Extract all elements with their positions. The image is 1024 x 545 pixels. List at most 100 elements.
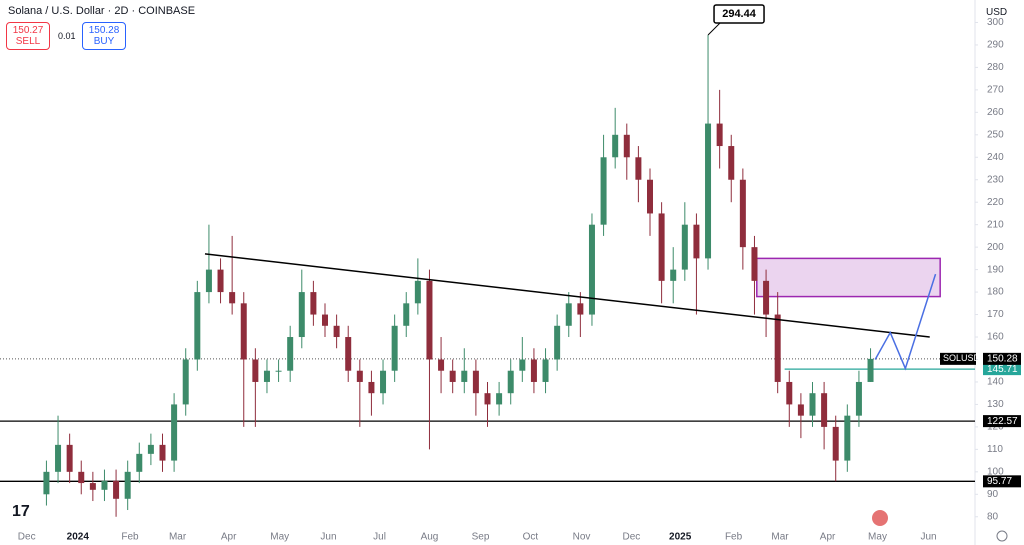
candle-body xyxy=(797,404,804,416)
candle-body xyxy=(333,325,340,338)
y-tick-label: 280 xyxy=(987,62,1004,73)
candle-body xyxy=(774,314,781,382)
candle-body xyxy=(368,381,375,394)
candle-body xyxy=(681,224,688,270)
x-tick-label: May xyxy=(868,532,887,543)
x-tick-label: Dec xyxy=(18,532,36,543)
x-tick-label: Mar xyxy=(169,532,187,543)
candle-body xyxy=(751,247,758,281)
symbol-label-bg xyxy=(940,352,976,365)
candle-body xyxy=(484,393,491,405)
candle-body xyxy=(438,359,445,371)
x-tick-label: Sep xyxy=(472,532,490,543)
candle-body xyxy=(716,123,723,147)
candle-body xyxy=(600,157,607,225)
x-tick-label: Feb xyxy=(121,532,139,543)
y-tick-label: 250 xyxy=(987,129,1004,140)
y-tick-label: 90 xyxy=(987,489,999,500)
candle-body xyxy=(182,359,189,405)
callout-box xyxy=(713,4,765,24)
y-tick-label: 180 xyxy=(987,287,1004,298)
candle-body xyxy=(728,146,735,180)
y-tick-label: 240 xyxy=(987,152,1004,163)
candle-body xyxy=(147,444,154,454)
y-tick-label: 160 xyxy=(987,332,1004,343)
tv-logo: 17 xyxy=(12,503,30,520)
candle-body xyxy=(426,280,433,360)
level-label: 95.77 xyxy=(987,476,1012,487)
currency[interactable]: USD xyxy=(986,7,1008,18)
supply-zone xyxy=(756,257,941,298)
candle-body xyxy=(252,359,259,382)
candle-body xyxy=(844,415,851,461)
candle-body xyxy=(205,269,212,293)
candle-body xyxy=(449,370,456,382)
buy-price: 150.28 xyxy=(88,25,120,36)
y-tick-label: 210 xyxy=(987,219,1004,230)
candle-body xyxy=(322,314,328,326)
level-label: 122.57 xyxy=(987,416,1018,427)
candle-body xyxy=(647,179,653,214)
trendline xyxy=(204,253,930,338)
candle-body xyxy=(43,471,50,495)
y-tick-label: 220 xyxy=(987,197,1004,208)
candle-body xyxy=(461,370,468,382)
x-tick-label: Apr xyxy=(221,532,237,543)
candle-body xyxy=(310,292,317,315)
candle-body xyxy=(403,303,410,326)
candle-body xyxy=(786,381,793,405)
x-tick-label: Aug xyxy=(421,532,439,543)
candle-body xyxy=(78,471,85,484)
candle-body xyxy=(693,224,700,259)
x-tick-label: Jun xyxy=(320,532,336,543)
candle-body xyxy=(136,453,143,472)
candle-body xyxy=(739,179,746,248)
candle-body xyxy=(101,480,108,490)
candle-body xyxy=(229,292,236,304)
y-tick-label: 290 xyxy=(987,40,1004,51)
sell-price: 150.27 xyxy=(12,25,44,36)
x-tick-label: Nov xyxy=(573,532,591,543)
candle-body xyxy=(380,370,387,394)
candle-body xyxy=(554,325,561,360)
callout-label: 294.44 xyxy=(722,8,757,20)
candle-body xyxy=(391,325,398,371)
y-tick-label: 170 xyxy=(987,309,1004,320)
x-tick-label: Apr xyxy=(820,532,836,543)
symbol-title[interactable]: Solana / U.S. Dollar · 2D · COINBASE xyxy=(8,5,195,17)
candle-body xyxy=(821,393,828,427)
candle-body xyxy=(705,123,712,259)
y-tick-label: 110 xyxy=(987,444,1003,455)
x-tick-label: Jul xyxy=(373,532,386,543)
symbol-label: SOLUSD xyxy=(943,353,981,363)
candle-body xyxy=(194,292,201,360)
buy-button[interactable]: 150.28 BUY xyxy=(82,22,126,50)
settings-icon[interactable] xyxy=(996,530,1008,542)
x-tick-label: Mar xyxy=(771,532,789,543)
candle-body xyxy=(159,444,166,461)
spread: 0.01 xyxy=(58,31,76,41)
x-tick-label: 2025 xyxy=(669,532,692,543)
level-label-bg xyxy=(983,415,1021,428)
buy-label: BUY xyxy=(93,36,115,47)
level-label-bg xyxy=(983,475,1021,488)
candle-body xyxy=(240,303,247,360)
candle-body xyxy=(867,358,874,382)
candle-body xyxy=(658,213,665,281)
x-tick-label: Jun xyxy=(921,532,937,543)
candle-body xyxy=(670,269,677,281)
y-tick-label: 200 xyxy=(987,242,1004,253)
projection-path xyxy=(874,273,937,371)
y-tick-label: 190 xyxy=(987,264,1004,275)
candle-body xyxy=(763,280,770,315)
price-axis-bg xyxy=(975,0,1024,545)
candle-body xyxy=(287,337,294,371)
candle-body xyxy=(275,370,282,372)
x-tick-label: Dec xyxy=(623,532,641,543)
candle-body xyxy=(496,393,503,405)
candle-body xyxy=(565,303,572,326)
sell-button[interactable]: 150.27 SELL xyxy=(6,22,50,50)
y-tick-label: 100 xyxy=(987,466,1004,477)
y-tick-label: 80 xyxy=(987,511,999,522)
y-tick-label: 140 xyxy=(987,377,1004,388)
